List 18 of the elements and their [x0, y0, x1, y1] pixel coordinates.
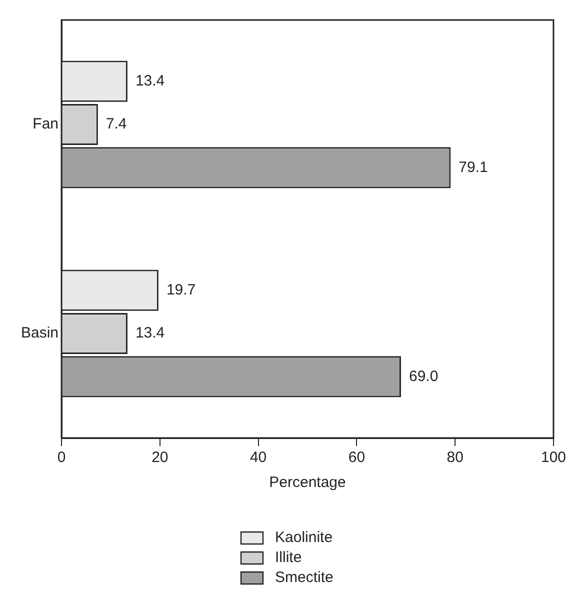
data-label: 79.1: [458, 158, 488, 176]
y-tick-label: Fan: [32, 116, 59, 133]
x-tick-label: 60: [348, 449, 366, 466]
data-label: 13.4: [135, 72, 165, 90]
legend-label: Illite: [275, 549, 302, 566]
x-tick-label: 100: [540, 449, 566, 466]
data-label: 13.4: [135, 324, 165, 342]
legend-label: Smectite: [275, 569, 334, 586]
data-label: 19.7: [166, 281, 196, 298]
data-label: 7.4: [106, 116, 127, 133]
x-tick-label: 40: [250, 449, 267, 466]
x-tick-label: 20: [152, 449, 168, 466]
data-label: 69.0: [408, 368, 438, 385]
x-tick-label: 0: [57, 449, 66, 466]
legend-label: Kaolinite: [275, 529, 333, 546]
y-tick-label: Basin: [20, 324, 59, 342]
x-tick-label: 80: [446, 449, 464, 466]
x-axis-title: Percentage: [269, 474, 346, 492]
